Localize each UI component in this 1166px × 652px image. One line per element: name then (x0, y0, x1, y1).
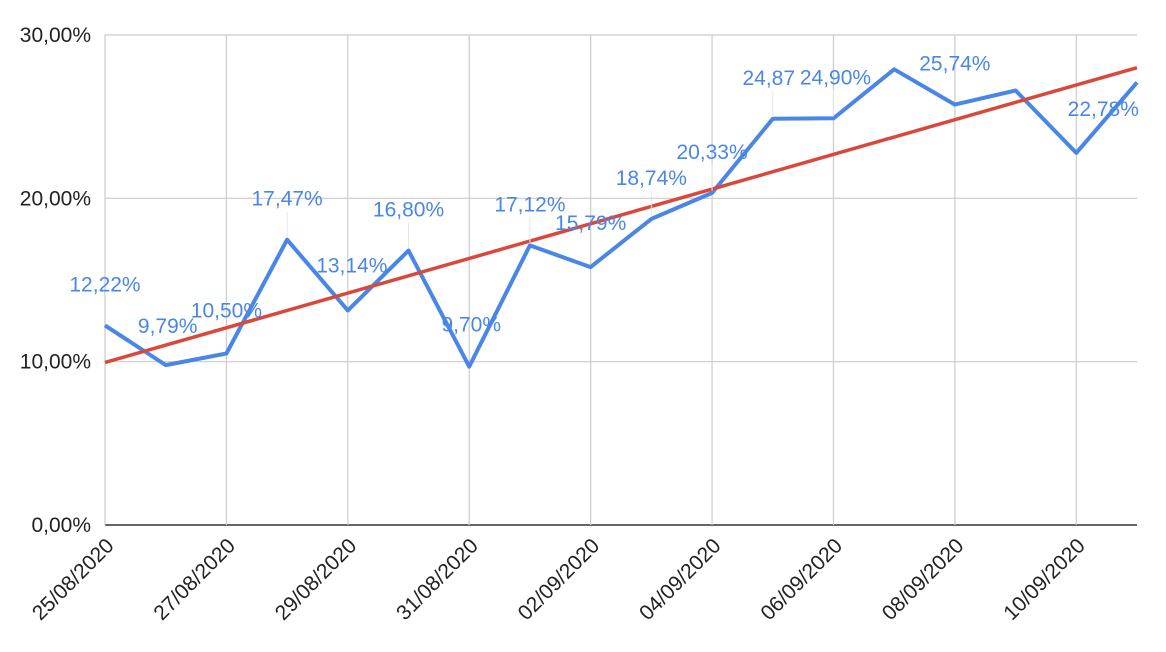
data-label: 24,87 (742, 67, 795, 90)
x-tick-label: 04/09/2020 (635, 534, 726, 625)
trendline (104, 65, 1138, 365)
data-label: 24,90% (800, 66, 871, 89)
data-label: 22,78% (1068, 98, 1139, 121)
data-label: 16,80% (373, 199, 444, 222)
y-tick-label: 0,00% (31, 514, 91, 537)
data-label: 10,50% (191, 300, 262, 323)
data-label: 17,47% (252, 188, 323, 211)
x-tick-label: 08/09/2020 (878, 534, 969, 625)
y-tick-label: 10,00% (20, 351, 91, 374)
data-label: 17,12% (494, 193, 565, 216)
y-axis-ticks: 0,00% 10,00% 20,00% 30,00% (20, 24, 91, 537)
series-line (103, 67, 1139, 369)
data-label: 13,14% (316, 254, 387, 277)
data-label: 9,70% (441, 314, 501, 337)
data-labels: 12,22% 9,79%10,50% 17,47% 13,14% 16,80% 9,70%… (69, 53, 1139, 339)
data-label: 15,79% (555, 212, 626, 235)
x-tick-label: 27/08/2020 (149, 534, 240, 625)
x-tick-label: 10/09/2020 (999, 534, 1090, 625)
x-axis-ticks: 25/08/2020 27/08/2020 29/08/2020 31/08/2020… (28, 534, 1090, 625)
data-label: 12,22% (69, 273, 140, 296)
data-label: 18,74% (616, 167, 687, 190)
x-tick-label: 25/08/2020 (28, 534, 119, 625)
y-tick-label: 30,00% (20, 24, 91, 47)
data-label: 25,74% (919, 53, 990, 76)
y-tick-label: 20,00% (20, 187, 91, 210)
x-tick-label: 31/08/2020 (392, 534, 483, 625)
x-tick-label: 06/09/2020 (756, 534, 847, 625)
data-label: 20,33% (676, 141, 747, 164)
data-label: 9,79% (138, 315, 198, 338)
x-tick-label: 02/09/2020 (514, 534, 605, 625)
x-tick-label: 29/08/2020 (271, 534, 362, 625)
grid-lines (104, 34, 1137, 526)
series-lines (103, 65, 1139, 369)
